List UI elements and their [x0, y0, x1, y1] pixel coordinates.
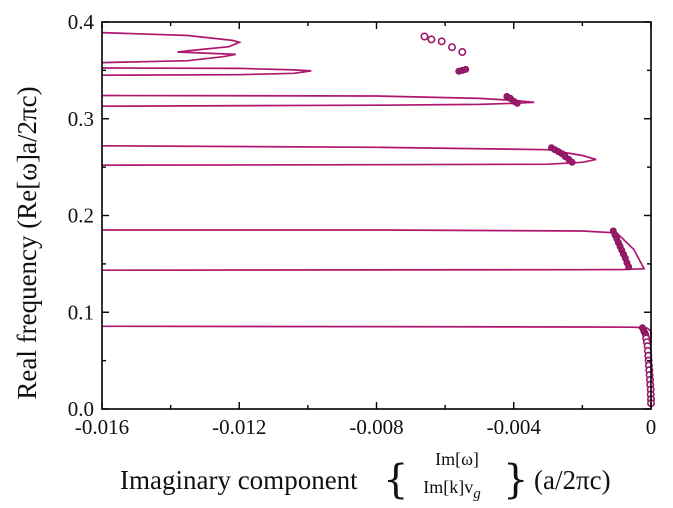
- open-data-point: [420, 32, 429, 41]
- y-tick-label: 0.0: [68, 397, 94, 421]
- x-axis-title-denominator-main: Im[k]v: [423, 477, 473, 497]
- x-axis-title-right-brace: }: [503, 457, 528, 503]
- x-axis-title-denominator: Im[k]vg: [423, 477, 481, 502]
- y-tick-label: 0.2: [68, 204, 94, 228]
- x-axis-title-denominator-sub: g: [473, 486, 481, 502]
- x-tick-label: 0: [646, 415, 657, 439]
- plot-frame: [101, 21, 652, 410]
- open-data-point: [427, 35, 436, 44]
- filled-data-point: [513, 99, 521, 107]
- x-axis-title-suffix: (a/2πc): [534, 465, 611, 495]
- band-curve-6: [101, 31, 242, 64]
- x-axis-title-prefix: Imaginary component: [120, 465, 358, 495]
- band-curve-5: [101, 67, 312, 77]
- filled-data-point: [462, 65, 470, 73]
- x-tick-label: -0.012: [212, 415, 266, 439]
- x-tick-label: -0.008: [349, 415, 403, 439]
- open-data-point: [447, 43, 456, 52]
- filled-data-point: [625, 263, 633, 271]
- x-axis-title-left-brace: {: [383, 457, 408, 503]
- band-curve-4: [101, 94, 535, 108]
- band-curve-3: [101, 144, 597, 167]
- data-marks: [101, 31, 655, 408]
- band-curve-1: [101, 325, 652, 340]
- x-axis-title: Imaginary component { Im[ω] Im[k]vg } (a…: [120, 449, 611, 503]
- x-tick-label: -0.016: [75, 415, 129, 439]
- open-data-point: [458, 47, 467, 56]
- y-tick-label: 0.4: [68, 10, 95, 34]
- axes: -0.016 -0.012 -0.008 -0.004 0 0.0 0.1 0.2 0.3 0.4: [68, 10, 657, 439]
- y-tick-label: 0.1: [68, 300, 94, 324]
- x-tick-label: -0.004: [487, 415, 542, 439]
- y-axis-title: Real frequency (Re[ω]a/2πc): [12, 86, 42, 399]
- open-data-point: [437, 37, 446, 46]
- y-tick-label: 0.3: [68, 107, 94, 131]
- band-curve-2: [101, 229, 646, 272]
- x-axis-title-numerator: Im[ω]: [435, 449, 479, 469]
- filled-data-point: [568, 158, 576, 166]
